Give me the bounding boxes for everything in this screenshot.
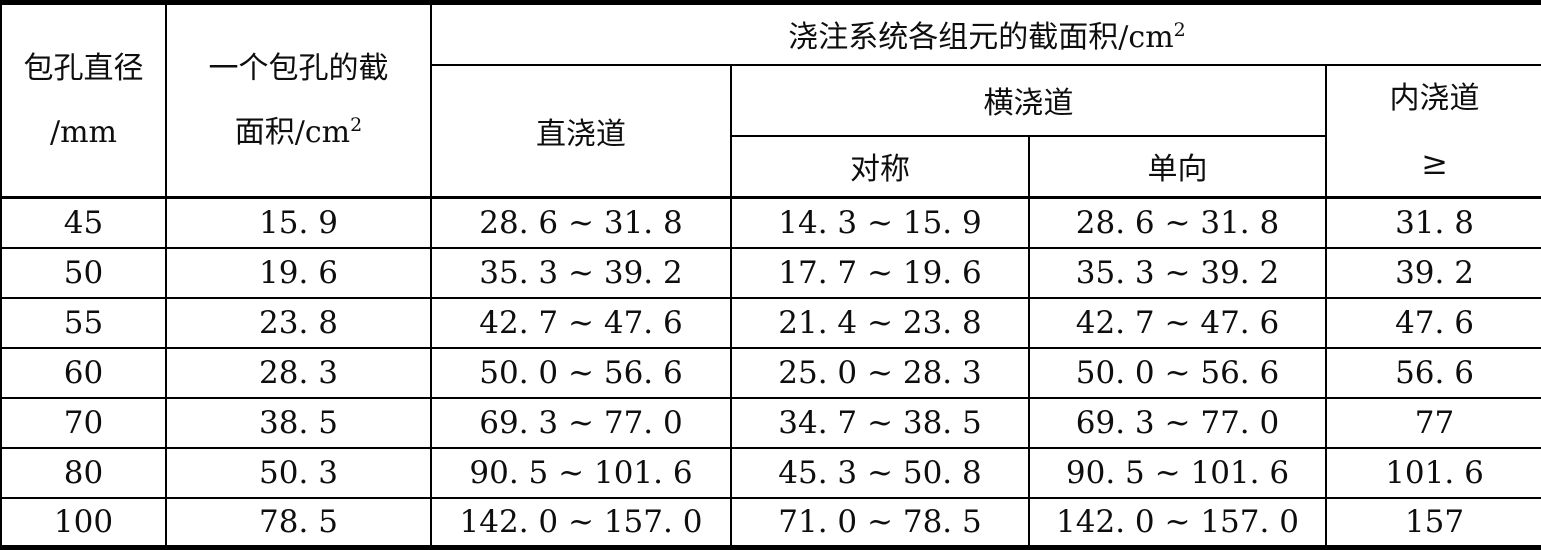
cell-diameter: 80 — [0, 446, 167, 499]
col-header-diameter-line1: 包孔直径 — [23, 50, 144, 86]
cell-ingate-min: 101. 6 — [1324, 446, 1541, 499]
cell-sprue: 28. 6 ~ 31. 8 — [430, 196, 732, 249]
table-row: 50 19. 6 35. 3 ~ 39. 2 17. 7 ~ 19. 6 35.… — [0, 246, 1541, 299]
col-header-ingate: 内浇道 ≥ — [1324, 63, 1541, 199]
cell-runner-symmetric: 34. 7 ~ 38. 5 — [730, 396, 1030, 449]
col-header-diameter-line2: /mm — [49, 114, 117, 150]
cell-ingate-min: 39. 2 — [1324, 246, 1541, 299]
table-row: 60 28. 3 50. 0 ~ 56. 6 25. 0 ~ 28. 3 50.… — [0, 346, 1541, 399]
cell-diameter: 70 — [0, 396, 167, 449]
col-header-hole-area: 一个包孔的截 面积/cm2 — [165, 1, 432, 199]
cell-hole-area: 78. 5 — [165, 496, 432, 549]
table-row: 100 78. 5 142. 0 ~ 157. 0 71. 0 ~ 78. 5 … — [0, 496, 1541, 549]
table-row: 80 50. 3 90. 5 ~ 101. 6 45. 3 ~ 50. 8 90… — [0, 446, 1541, 499]
cell-runner-one-way: 35. 3 ~ 39. 2 — [1028, 246, 1327, 299]
col-header-runner-symmetric: 对称 — [730, 134, 1030, 199]
hole-area-unit: 面积/cm — [234, 114, 351, 150]
cell-hole-area: 50. 3 — [165, 446, 432, 499]
group-header-gating-areas: 浇注系统各组元的截面积/cm2 — [429, 1, 1541, 66]
cell-runner-symmetric: 71. 0 ~ 78. 5 — [730, 496, 1030, 549]
cell-sprue: 42. 7 ~ 47. 6 — [430, 296, 732, 349]
cell-sprue: 142. 0 ~ 157. 0 — [430, 496, 732, 549]
cell-ingate-min: 77 — [1324, 396, 1541, 449]
group-header-superscript: 2 — [1173, 19, 1186, 42]
cell-sprue: 69. 3 ~ 77. 0 — [430, 396, 732, 449]
hole-area-unit-superscript: 2 — [350, 113, 363, 136]
cell-runner-one-way: 50. 0 ~ 56. 6 — [1028, 346, 1327, 399]
col-header-runner-one-way: 单向 — [1028, 134, 1327, 199]
col-header-sprue: 直浇道 — [430, 63, 732, 199]
cell-hole-area: 23. 8 — [165, 296, 432, 349]
cell-ingate-min: 157 — [1324, 496, 1541, 549]
cell-hole-area: 28. 3 — [165, 346, 432, 399]
cell-diameter: 55 — [0, 296, 167, 349]
cell-sprue: 35. 3 ~ 39. 2 — [430, 246, 732, 299]
cell-runner-symmetric: 14. 3 ~ 15. 9 — [730, 196, 1030, 249]
cell-hole-area: 38. 5 — [165, 396, 432, 449]
cell-runner-symmetric: 25. 0 ~ 28. 3 — [730, 346, 1030, 399]
col-header-runner: 横浇道 — [730, 63, 1327, 137]
col-header-ingate-line1: 内浇道 — [1389, 80, 1480, 116]
cell-hole-area: 19. 6 — [165, 246, 432, 299]
cell-ingate-min: 56. 6 — [1324, 346, 1541, 399]
cell-hole-area: 15. 9 — [165, 196, 432, 249]
cell-sprue: 90. 5 ~ 101. 6 — [430, 446, 732, 499]
cell-ingate-min: 31. 8 — [1324, 196, 1541, 249]
cell-runner-one-way: 28. 6 ~ 31. 8 — [1028, 196, 1327, 249]
cell-sprue: 50. 0 ~ 56. 6 — [430, 346, 732, 399]
greater-equal-symbol: ≥ — [1421, 143, 1448, 182]
cell-runner-one-way: 42. 7 ~ 47. 6 — [1028, 296, 1327, 349]
group-header-text: 浇注系统各组元的截面积/cm — [788, 20, 1174, 56]
cell-diameter: 45 — [0, 196, 167, 249]
cell-diameter: 50 — [0, 246, 167, 299]
cell-diameter: 60 — [0, 346, 167, 399]
cell-runner-symmetric: 21. 4 ~ 23. 8 — [730, 296, 1030, 349]
table-row: 70 38. 5 69. 3 ~ 77. 0 34. 7 ~ 38. 5 69.… — [0, 396, 1541, 449]
col-header-diameter: 包孔直径 /mm — [0, 1, 167, 199]
table-row: 45 15. 9 28. 6 ~ 31. 8 14. 3 ~ 15. 9 28.… — [0, 196, 1541, 249]
col-header-hole-area-line2: 面积/cm2 — [168, 101, 429, 165]
cell-runner-symmetric: 17. 7 ~ 19. 6 — [730, 246, 1030, 299]
cell-diameter: 100 — [0, 496, 167, 549]
table-row: 55 23. 8 42. 7 ~ 47. 6 21. 4 ~ 23. 8 42.… — [0, 296, 1541, 349]
cell-runner-one-way: 142. 0 ~ 157. 0 — [1028, 496, 1327, 549]
cell-runner-one-way: 69. 3 ~ 77. 0 — [1028, 396, 1327, 449]
cell-runner-symmetric: 45. 3 ~ 50. 8 — [730, 446, 1030, 499]
col-header-hole-area-line1: 一个包孔的截 — [208, 50, 389, 86]
cell-runner-one-way: 90. 5 ~ 101. 6 — [1028, 446, 1327, 499]
cell-ingate-min: 47. 6 — [1324, 296, 1541, 349]
